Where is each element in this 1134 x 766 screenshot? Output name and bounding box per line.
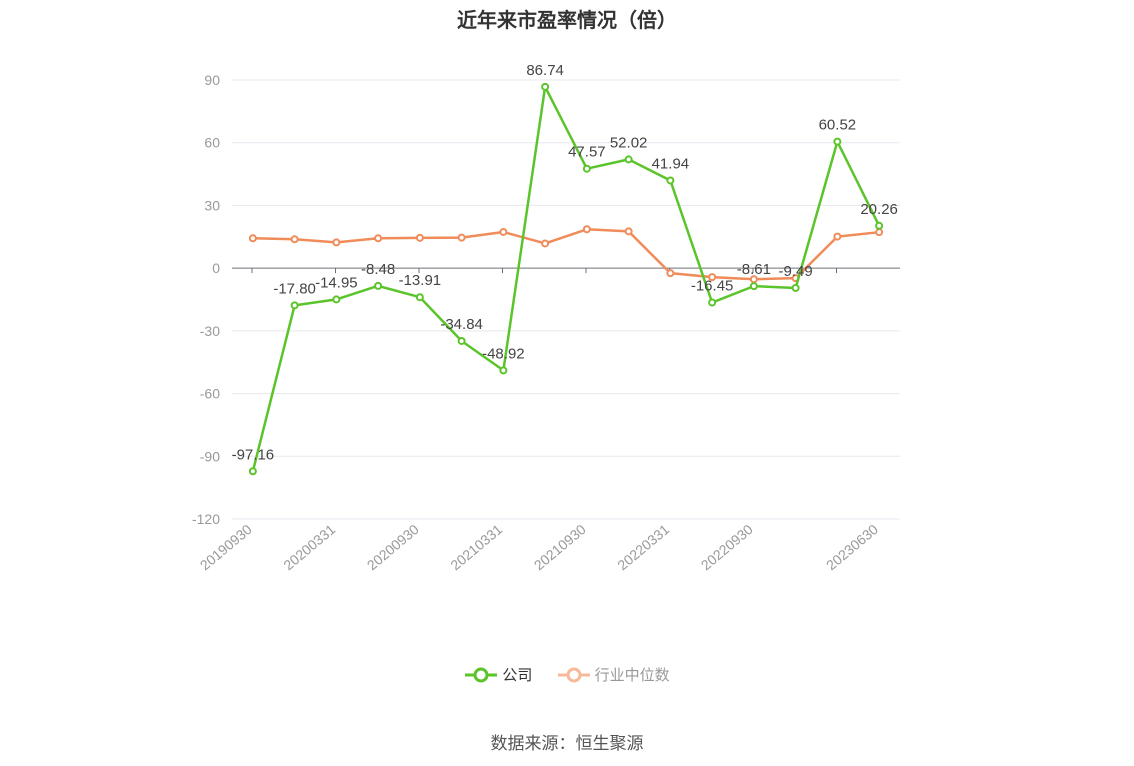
y-tick-label: 30 [204, 197, 220, 213]
company-data-point [457, 336, 466, 345]
industry-median-data-point [624, 227, 633, 236]
industry-median-data-point [833, 232, 842, 241]
x-tick-label: 20210331 [447, 521, 505, 573]
y-tick-label: 0 [212, 260, 220, 276]
company-data-point [415, 293, 424, 302]
industry-median-data-point [374, 234, 383, 243]
company-data-point [791, 283, 800, 292]
company-data-label: -13.91 [399, 272, 442, 289]
industry-median-data-point [582, 225, 591, 234]
industry-median-data-point [875, 228, 884, 237]
company-data-label: 41.94 [652, 155, 690, 172]
company-data-point [666, 176, 675, 185]
legend-item-company[interactable]: 公司 [464, 664, 532, 685]
x-tick-label: 20230630 [823, 521, 881, 573]
company-data-label: -17.80 [273, 280, 316, 297]
x-tick-label: 20190930 [197, 521, 255, 573]
company-data-label: -8.61 [737, 261, 771, 278]
company-data-label: -9.49 [779, 263, 813, 280]
x-tick-label: 20200331 [280, 521, 338, 573]
y-tick-label: 90 [204, 72, 220, 88]
company-data-label: -8.48 [361, 261, 395, 278]
company-data-label: -34.84 [440, 316, 483, 333]
legend-label-industry-median: 行业中位数 [594, 667, 670, 684]
legend-company-line-icon [465, 667, 498, 682]
company-data-point [290, 301, 299, 310]
industry-median-data-point [415, 233, 424, 242]
company-data-label: -48.92 [482, 345, 525, 362]
company-data-label: 86.74 [526, 62, 564, 79]
industry-median-series-line [252, 228, 880, 281]
company-data-point [749, 282, 758, 291]
data-source-note: 数据来源：恒生聚源 [490, 734, 644, 753]
y-tick-label: -60 [200, 386, 220, 402]
industry-median-data-point [290, 235, 299, 244]
company-data-label: -97.16 [232, 446, 275, 463]
legend-item-industry-median[interactable]: 行业中位数 [557, 664, 670, 685]
company-data-point [499, 366, 508, 375]
company-data-label: -16.45 [691, 278, 734, 295]
company-data-point [708, 298, 717, 307]
industry-median-data-point [708, 273, 717, 282]
x-tick-label: 20210930 [531, 521, 589, 573]
company-data-label: 47.57 [568, 144, 606, 161]
industry-median-data-point [332, 238, 341, 247]
company-data-label: -14.95 [315, 274, 358, 291]
x-tick-label: 20220331 [614, 521, 672, 573]
y-tick-label: -120 [192, 511, 220, 527]
industry-median-data-point [457, 233, 466, 242]
chart-legend: 公司 行业中位数 [0, 664, 1134, 685]
industry-median-data-point [499, 227, 508, 236]
company-data-label: 52.02 [610, 134, 648, 151]
company-data-point [875, 221, 884, 230]
company-data-point [374, 281, 383, 290]
industry-median-data-point [541, 239, 550, 248]
company-data-point [248, 467, 257, 476]
chart-title: 近年来市盈率情况（倍） [457, 10, 677, 32]
company-data-point [624, 155, 633, 164]
industry-median-data-point [248, 234, 257, 243]
company-data-point [582, 164, 591, 173]
company-data-label: 20.26 [860, 201, 898, 218]
company-data-point [833, 137, 842, 146]
legend-industry-line-icon [557, 667, 590, 682]
y-tick-label: -90 [200, 448, 220, 464]
y-tick-label: -30 [200, 323, 220, 339]
x-tick-label: 20220930 [698, 521, 756, 573]
industry-median-data-point [666, 269, 675, 278]
company-data-point [541, 82, 550, 91]
x-tick-label: 20200930 [364, 521, 422, 573]
company-data-point [332, 295, 341, 304]
y-tick-label: 60 [204, 135, 220, 151]
company-series-line [251, 85, 881, 472]
company-data-label: 60.52 [819, 117, 857, 134]
legend-label-company: 公司 [502, 667, 533, 684]
